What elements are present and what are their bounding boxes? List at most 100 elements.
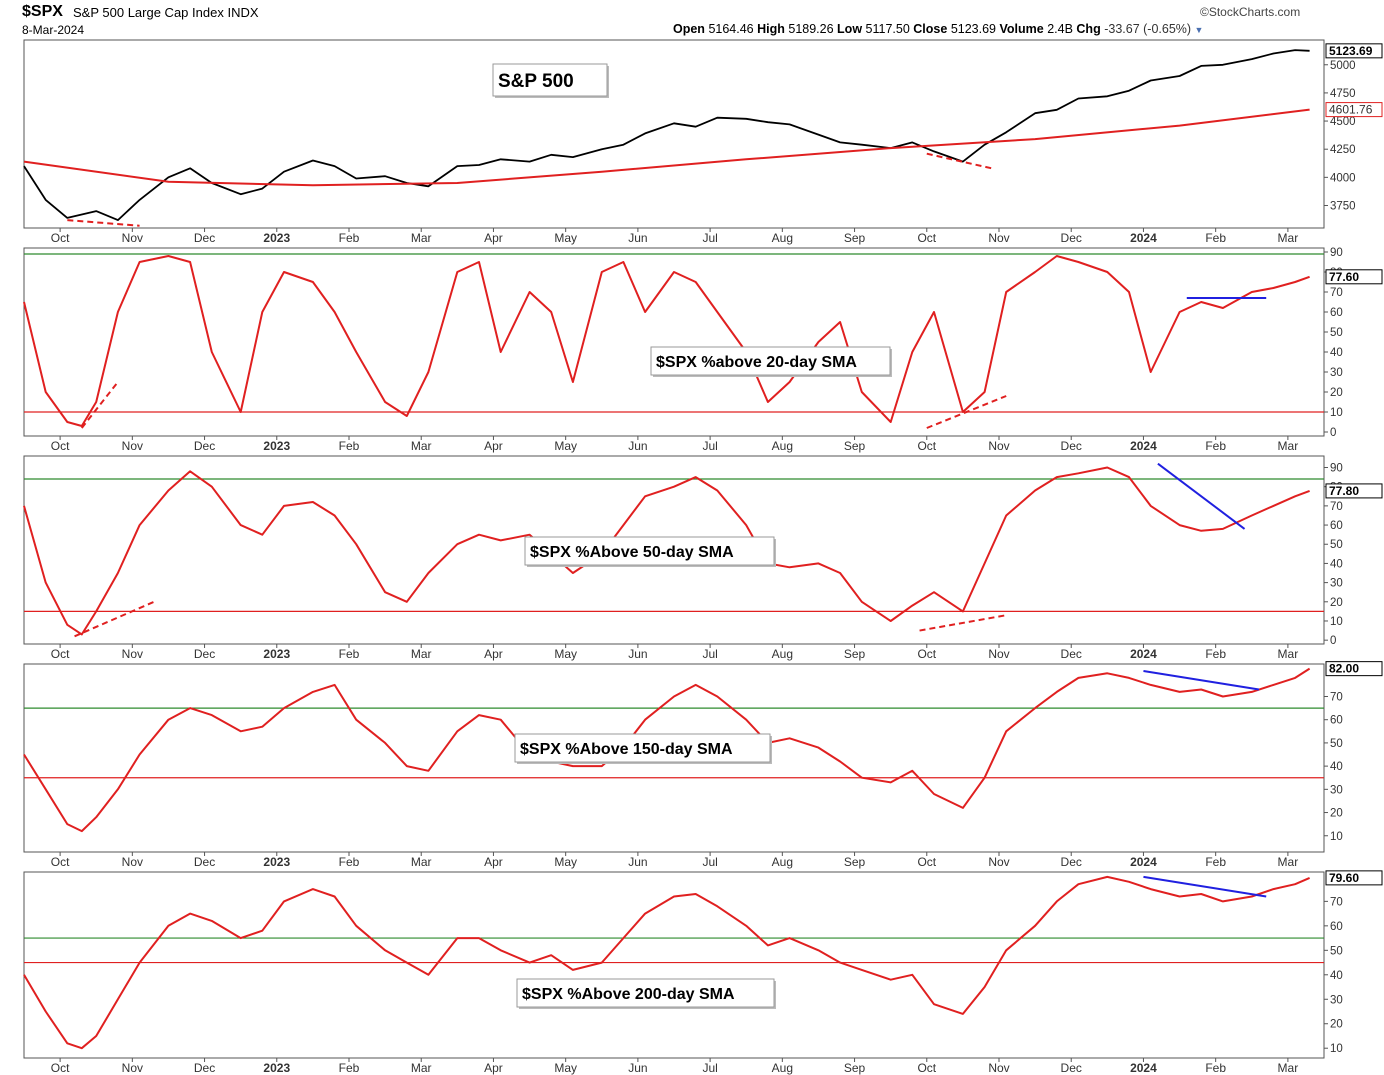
panel-label-4: $SPX %Above 200-day SMA <box>522 986 735 1003</box>
x-tick-label-2-14: Dec <box>1061 647 1082 661</box>
x-tick-label-2-9: Jul <box>702 647 717 661</box>
y-tick-label-0-3: 4500 <box>1330 116 1356 128</box>
y-tick-label-4-1: 20 <box>1330 1019 1343 1031</box>
y-tick-label-1-3: 30 <box>1330 367 1343 379</box>
x-tick-label-0-3: 2023 <box>263 231 290 245</box>
x-tick-label-1-9: Jul <box>702 439 717 453</box>
y-tick-label-3-5: 60 <box>1330 715 1343 727</box>
panel-label-2: $SPX %Above 50-day SMA <box>530 544 734 561</box>
y-tick-label-2-3: 30 <box>1330 578 1343 590</box>
open-label: Open <box>673 22 705 36</box>
x-tick-label-1-13: Nov <box>988 439 1009 453</box>
x-tick-label-1-0: Oct <box>51 439 70 453</box>
x-tick-label-1-8: Jun <box>628 439 647 453</box>
close-value: 5123.69 <box>950 22 996 36</box>
chart-header: $SPX S&P 500 Large Cap Index INDX 8-Mar-… <box>0 0 1384 40</box>
trendline-0-0 <box>67 219 140 227</box>
x-tick-label-1-1: Nov <box>122 439 143 453</box>
y-tick-label-1-1: 10 <box>1330 407 1343 419</box>
last-value-label-2: 77.80 <box>1329 484 1359 498</box>
series-line-4-0 <box>23 875 1310 1050</box>
quote-summary: Open 5164.46 High 5189.26 Low 5117.50 Cl… <box>673 22 1203 36</box>
last-value-label-0: 5123.69 <box>1329 44 1373 58</box>
x-tick-label-2-10: Aug <box>772 647 793 661</box>
series-line-2-0 <box>23 466 1310 636</box>
x-tick-label-4-6: Apr <box>484 1061 503 1075</box>
last-value-label-1: 77.60 <box>1329 270 1359 284</box>
x-tick-label-3-7: May <box>554 855 577 869</box>
index-full-name: S&P 500 Large Cap Index <box>73 5 224 20</box>
x-tick-label-2-2: Dec <box>194 647 215 661</box>
last-value-label-4: 79.60 <box>1329 871 1359 885</box>
x-tick-label-3-8: Jun <box>628 855 647 869</box>
series-line-3-0 <box>23 667 1311 833</box>
x-tick-label-4-5: Mar <box>411 1061 432 1075</box>
y-tick-label-0-1: 4000 <box>1330 172 1356 184</box>
panel-frame-1 <box>23 247 1325 437</box>
last-value-box-1 <box>1325 269 1383 285</box>
trendline-4-0 <box>1143 875 1267 898</box>
x-tick-label-1-10: Aug <box>772 439 793 453</box>
y-tick-label-2-5: 50 <box>1330 539 1343 551</box>
y-tick-label-1-2: 20 <box>1330 387 1343 399</box>
trendline-3-0 <box>1143 669 1260 691</box>
x-tick-label-4-11: Sep <box>844 1061 866 1075</box>
x-tick-label-3-15: 2024 <box>1130 855 1157 869</box>
x-tick-label-2-4: Feb <box>339 647 360 661</box>
x-tick-label-0-4: Feb <box>339 231 360 245</box>
x-tick-label-4-13: Nov <box>988 1061 1009 1075</box>
y-tick-label-1-5: 50 <box>1330 327 1343 339</box>
y-tick-label-2-1: 10 <box>1330 616 1343 628</box>
panel-label-box-0 <box>492 63 608 97</box>
x-tick-label-4-16: Feb <box>1205 1061 1226 1075</box>
exchange-label: INDX <box>227 5 259 20</box>
x-tick-label-3-13: Nov <box>988 855 1009 869</box>
ticker-symbol: $SPX <box>22 3 63 20</box>
chart-date: 8-Mar-2024 <box>22 23 85 37</box>
panel-label-1: $SPX %above 20-day SMA <box>656 354 857 371</box>
y-tick-label-4-4: 50 <box>1330 945 1343 957</box>
x-tick-label-1-7: May <box>554 439 577 453</box>
x-tick-label-2-0: Oct <box>51 647 70 661</box>
last-value-box-0 <box>1325 43 1383 59</box>
y-tick-label-3-1: 20 <box>1330 808 1343 820</box>
x-tick-label-4-12: Oct <box>917 1061 936 1075</box>
y-tick-label-3-4: 50 <box>1330 738 1343 750</box>
x-tick-label-4-7: May <box>554 1061 577 1075</box>
x-tick-label-0-7: May <box>554 231 577 245</box>
x-tick-label-0-1: Nov <box>122 231 143 245</box>
close-label: Close <box>913 22 948 36</box>
x-tick-label-0-16: Feb <box>1205 231 1226 245</box>
x-tick-label-2-11: Sep <box>844 647 866 661</box>
volume-value: 2.4B <box>1047 22 1073 36</box>
high-value: 5189.26 <box>788 22 834 36</box>
x-tick-label-0-10: Aug <box>772 231 793 245</box>
x-tick-label-4-17: Mar <box>1278 1061 1299 1075</box>
x-tick-label-3-6: Apr <box>484 855 503 869</box>
y-tick-label-0-4: 4750 <box>1330 88 1356 100</box>
x-tick-label-3-11: Sep <box>844 855 866 869</box>
y-tick-label-2-2: 20 <box>1330 597 1343 609</box>
x-tick-label-0-12: Oct <box>917 231 936 245</box>
x-tick-label-0-13: Nov <box>988 231 1009 245</box>
x-tick-label-3-5: Mar <box>411 855 432 869</box>
last-value-label-3: 82.00 <box>1329 662 1359 676</box>
x-tick-label-1-11: Sep <box>844 439 866 453</box>
x-tick-label-4-4: Feb <box>339 1061 360 1075</box>
x-tick-label-1-2: Dec <box>194 439 215 453</box>
x-tick-label-3-2: Dec <box>194 855 215 869</box>
x-tick-label-2-7: May <box>554 647 577 661</box>
x-tick-label-2-3: 2023 <box>263 647 290 661</box>
x-tick-label-1-15: 2024 <box>1130 439 1157 453</box>
triangle-down-icon[interactable]: ▼ <box>1194 25 1204 35</box>
x-tick-label-1-14: Dec <box>1061 439 1082 453</box>
panel-frame-4 <box>23 871 1325 1059</box>
y-tick-label-3-6: 70 <box>1330 691 1343 703</box>
y-tick-label-1-0: 0 <box>1330 427 1336 439</box>
x-tick-label-4-14: Dec <box>1061 1061 1082 1075</box>
x-tick-label-2-8: Jun <box>628 647 647 661</box>
x-tick-label-0-8: Jun <box>628 231 647 245</box>
panel-label-box-4 <box>516 978 775 1008</box>
x-tick-label-1-12: Oct <box>917 439 936 453</box>
